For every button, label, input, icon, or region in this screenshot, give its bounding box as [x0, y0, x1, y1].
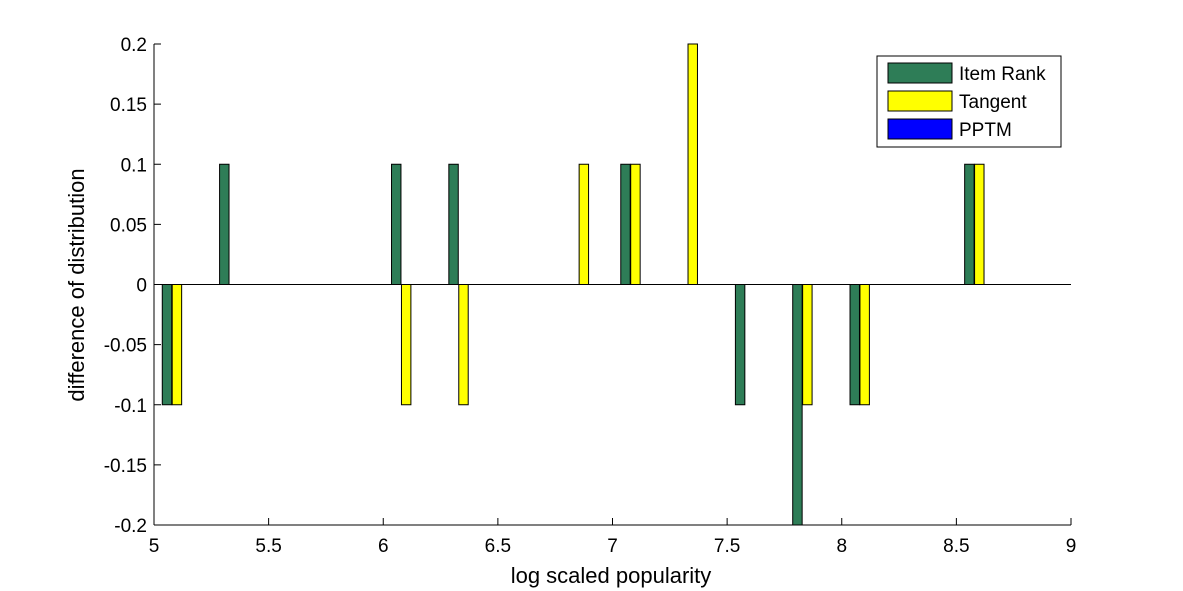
y-tick-label: -0.15 [104, 456, 147, 477]
y-tick-label: 0.1 [121, 155, 147, 176]
y-tick-label: 0.05 [110, 215, 147, 236]
y-tick-label: -0.1 [114, 396, 147, 417]
y-tick-label: 0.15 [110, 95, 147, 116]
bar-tangent [171, 284, 183, 406]
legend-swatch [887, 118, 953, 140]
y-tick-label: -0.2 [114, 516, 147, 537]
x-tick-label: 5.5 [255, 536, 281, 557]
y-tick-label: -0.05 [104, 336, 147, 357]
bar-item-rank [849, 284, 860, 406]
legend-swatch [887, 62, 953, 84]
x-axis-label: log scaled popularity [511, 563, 712, 588]
ticks-group: 5 5.5 6 6.5 7 7.5 8 8.5 9 0.2 0.15 0.1 0.05 0 -0.05 -0.… [104, 35, 1077, 557]
legend-label: PPTM [959, 120, 1012, 141]
legend: Item Rank Tangent PPTM [876, 55, 1062, 148]
bar-tangent [578, 163, 590, 285]
x-tick-label: 7.5 [714, 536, 740, 557]
legend-label: Item Rank [959, 64, 1046, 85]
bar-tangent [687, 43, 698, 285]
y-tick-label: 0.2 [121, 35, 147, 56]
bar-item-rank [161, 284, 173, 406]
x-tick-label: 6.5 [485, 536, 511, 557]
legend-swatch [887, 90, 953, 112]
x-tick-label: 7 [607, 536, 618, 557]
y-axis-label: difference of distribution [64, 168, 89, 401]
bar-tangent [802, 284, 813, 406]
bar-tangent [458, 284, 469, 406]
bar-item-rank [448, 163, 459, 285]
bar-item-rank [964, 163, 975, 285]
bar-item-rank [219, 163, 230, 285]
x-tick-label: 6 [378, 536, 389, 557]
x-tick-label: 8.5 [943, 536, 969, 557]
bar-tangent [400, 284, 412, 406]
x-tick-label: 9 [1066, 536, 1077, 557]
x-tick-label: 8 [836, 536, 847, 557]
bar-item-rank [792, 284, 803, 526]
bar-item-rank [391, 163, 402, 285]
bar-tangent [859, 284, 870, 406]
y-tick-label: 0 [136, 276, 147, 297]
bar-item-rank [734, 284, 746, 406]
bar-item-rank [620, 163, 631, 285]
bar-tangent [974, 163, 985, 285]
x-tick-label: 5 [149, 536, 160, 557]
legend-label: Tangent [959, 92, 1027, 113]
bar-tangent [630, 163, 641, 285]
